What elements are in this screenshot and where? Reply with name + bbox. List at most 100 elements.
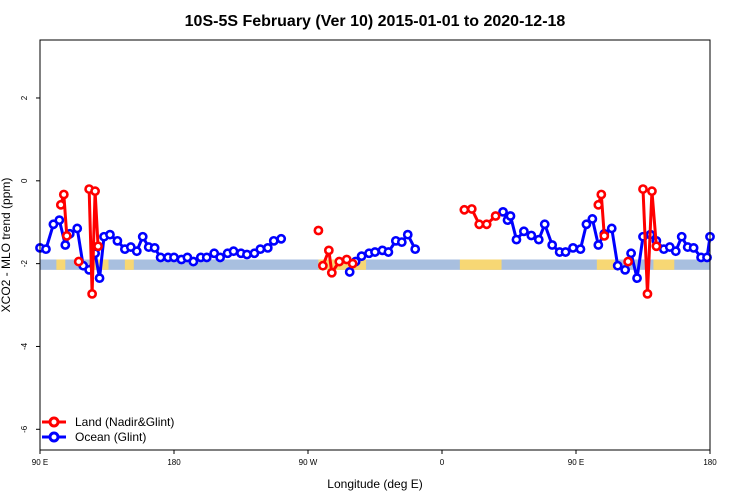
ocean-data-point xyxy=(568,242,578,253)
ocean-data-point xyxy=(560,247,571,257)
ocean-data-point xyxy=(396,237,407,248)
legend-land-marker xyxy=(48,416,60,428)
land-data-point xyxy=(73,256,84,267)
x-axis-label: Longitude (deg E) xyxy=(327,477,422,491)
ocean-data-point xyxy=(149,242,160,253)
land-data-point xyxy=(474,219,485,230)
land-series-line xyxy=(641,189,658,296)
x-tick-label: 90 E xyxy=(568,458,584,467)
land-data-point xyxy=(323,245,334,256)
ocean-data-point xyxy=(511,234,522,245)
land-data-point xyxy=(334,256,345,267)
ocean-data-point xyxy=(402,229,413,240)
land-data-point xyxy=(58,189,69,200)
chart-title: 10S-5S February (Ver 10) 2015-01-01 to 2… xyxy=(185,13,566,30)
y-axis-ticks: -6 -4 -2 0 2 xyxy=(20,95,40,433)
land-band-segment xyxy=(596,259,615,270)
land-data-point xyxy=(490,211,501,221)
ocean-data-point xyxy=(587,214,598,224)
land-data-point xyxy=(593,199,604,210)
land-data-point xyxy=(61,230,72,241)
ocean-data-point xyxy=(370,247,380,257)
ocean-data-point xyxy=(242,249,252,260)
land-series xyxy=(55,184,662,299)
legend-ocean-marker xyxy=(48,431,60,443)
land-data-point xyxy=(326,267,337,278)
ocean-data-point xyxy=(255,244,266,255)
ocean-data-point xyxy=(169,252,179,263)
ocean-data-point xyxy=(105,229,115,240)
land-series-line xyxy=(87,189,100,296)
legend-land-label: Land (Nadir&Glint) xyxy=(75,415,174,429)
legend-ocean-label: Ocean (Glint) xyxy=(75,430,146,444)
ocean-data-point xyxy=(593,240,604,250)
series-layer xyxy=(35,184,715,299)
ocean-data-point xyxy=(676,231,687,242)
land-data-point xyxy=(459,204,470,215)
land-data-point xyxy=(642,288,653,299)
y-tick-label: -2 xyxy=(20,260,29,268)
y-tick-label: 0 xyxy=(20,178,29,183)
ocean-data-point xyxy=(632,273,642,284)
ocean-data-point xyxy=(606,223,617,234)
land-data-point xyxy=(599,230,610,241)
y-tick-label: -6 xyxy=(20,425,29,433)
ocean-data-point xyxy=(155,252,166,263)
ocean-data-point xyxy=(688,242,699,253)
ocean-data-point xyxy=(626,248,636,259)
ocean-data-point xyxy=(262,242,273,253)
ocean-data-point xyxy=(201,252,212,263)
land-data-point xyxy=(466,204,477,214)
ocean-data-point xyxy=(533,234,544,245)
ocean-data-point xyxy=(188,256,199,267)
x-tick-label: 0 xyxy=(440,458,445,467)
land-band-segment xyxy=(653,259,675,270)
ocean-series xyxy=(35,206,715,284)
ocean-data-point xyxy=(72,223,83,234)
land-data-point xyxy=(481,219,492,230)
ocean-data-point xyxy=(276,233,287,244)
land-data-point xyxy=(347,258,358,269)
ocean-data-point xyxy=(41,244,51,255)
ocean-band xyxy=(40,259,710,270)
ocean-data-point xyxy=(60,240,71,250)
land-data-point xyxy=(87,288,98,299)
land-data-point xyxy=(313,225,324,236)
land-data-point xyxy=(623,256,634,267)
land-data-point xyxy=(93,241,103,252)
y-tick-label: -4 xyxy=(20,342,29,350)
ocean-data-point xyxy=(268,235,279,246)
ocean-data-point xyxy=(228,246,239,257)
land-data-point xyxy=(651,241,662,252)
ocean-data-point xyxy=(131,246,142,257)
ocean-data-point xyxy=(547,240,558,250)
ocean-data-point xyxy=(575,244,586,255)
x-tick-label: 180 xyxy=(703,458,717,467)
ocean-data-point xyxy=(383,247,394,257)
ocean-data-point xyxy=(112,235,123,246)
ocean-data-point xyxy=(356,251,367,262)
legend: Land (Nadir&Glint) Ocean (Glint) xyxy=(42,415,174,444)
x-tick-label: 180 xyxy=(167,458,181,467)
ocean-data-point xyxy=(344,267,355,277)
x-tick-label: 90 W xyxy=(299,458,318,467)
land-band-segment xyxy=(459,259,502,270)
land-data-point xyxy=(647,186,657,197)
x-axis-ticks: 90 E 180 90 W 0 90 E 180 xyxy=(32,450,717,467)
ocean-data-point xyxy=(612,260,623,271)
ocean-data-point xyxy=(505,211,516,221)
ocean-data-point xyxy=(137,231,148,242)
ocean-data-point xyxy=(526,230,537,241)
ocean-data-point xyxy=(410,244,421,255)
land-data-point xyxy=(317,260,328,271)
ocean-data-point xyxy=(94,273,105,284)
ocean-data-point xyxy=(54,215,65,226)
land-data-point xyxy=(55,199,66,210)
y-axis-label: XCO2 - MLO trend (ppm) xyxy=(0,178,13,313)
ocean-data-point xyxy=(539,219,550,230)
ocean-data-point xyxy=(581,219,592,230)
coastline-band xyxy=(40,259,710,270)
ocean-data-point xyxy=(670,246,681,257)
land-data-point xyxy=(90,186,100,197)
